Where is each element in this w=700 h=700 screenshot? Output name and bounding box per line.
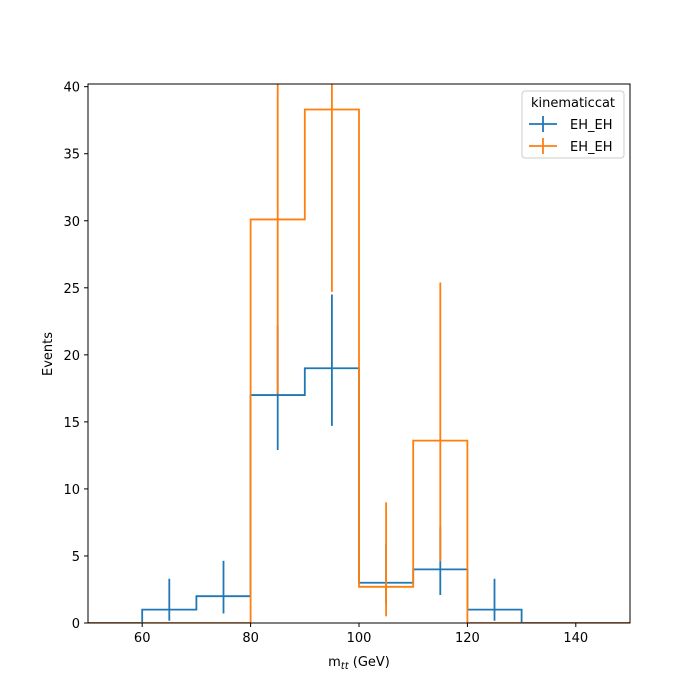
plot-area (88, 84, 630, 623)
series-step-line (88, 108, 630, 623)
x-axis-ticks: 60 80 100 120 140 (134, 623, 588, 646)
x-tick-label: 80 (242, 631, 259, 646)
legend-entry: EH_EH (529, 138, 612, 155)
legend-label: EH_EH (570, 140, 612, 155)
y-tick-label: 20 (63, 349, 80, 364)
legend-title: kinematiccat (531, 96, 615, 111)
plot-frame (87, 83, 631, 624)
legend-entry: EH_EH (529, 116, 612, 133)
y-tick-label: 25 (63, 282, 80, 297)
legend-box (521, 90, 625, 159)
y-tick-label: 15 (63, 416, 80, 431)
series-2 (88, 84, 630, 623)
y-axis-ticks: 0 5 10 15 20 25 30 35 40 (63, 81, 88, 632)
y-tick-label: 0 (72, 617, 80, 632)
y-tick-label: 40 (63, 81, 80, 96)
x-tick-label: 60 (134, 631, 151, 646)
y-axis-label: Events (41, 332, 56, 376)
x-tick-label: 140 (563, 631, 588, 646)
y-tick-label: 5 (72, 550, 80, 565)
y-tick-label: 30 (63, 215, 80, 230)
y-tick-label: 35 (63, 148, 80, 163)
x-tick-label: 120 (455, 631, 480, 646)
y-tick-label: 10 (63, 483, 80, 498)
legend-label: EH_EH (570, 118, 612, 133)
legend: kinematiccat EH_EH EH_EH (521, 90, 625, 159)
x-axis-label: mtt (GeV) (328, 655, 390, 672)
x-tick-label: 100 (347, 631, 372, 646)
